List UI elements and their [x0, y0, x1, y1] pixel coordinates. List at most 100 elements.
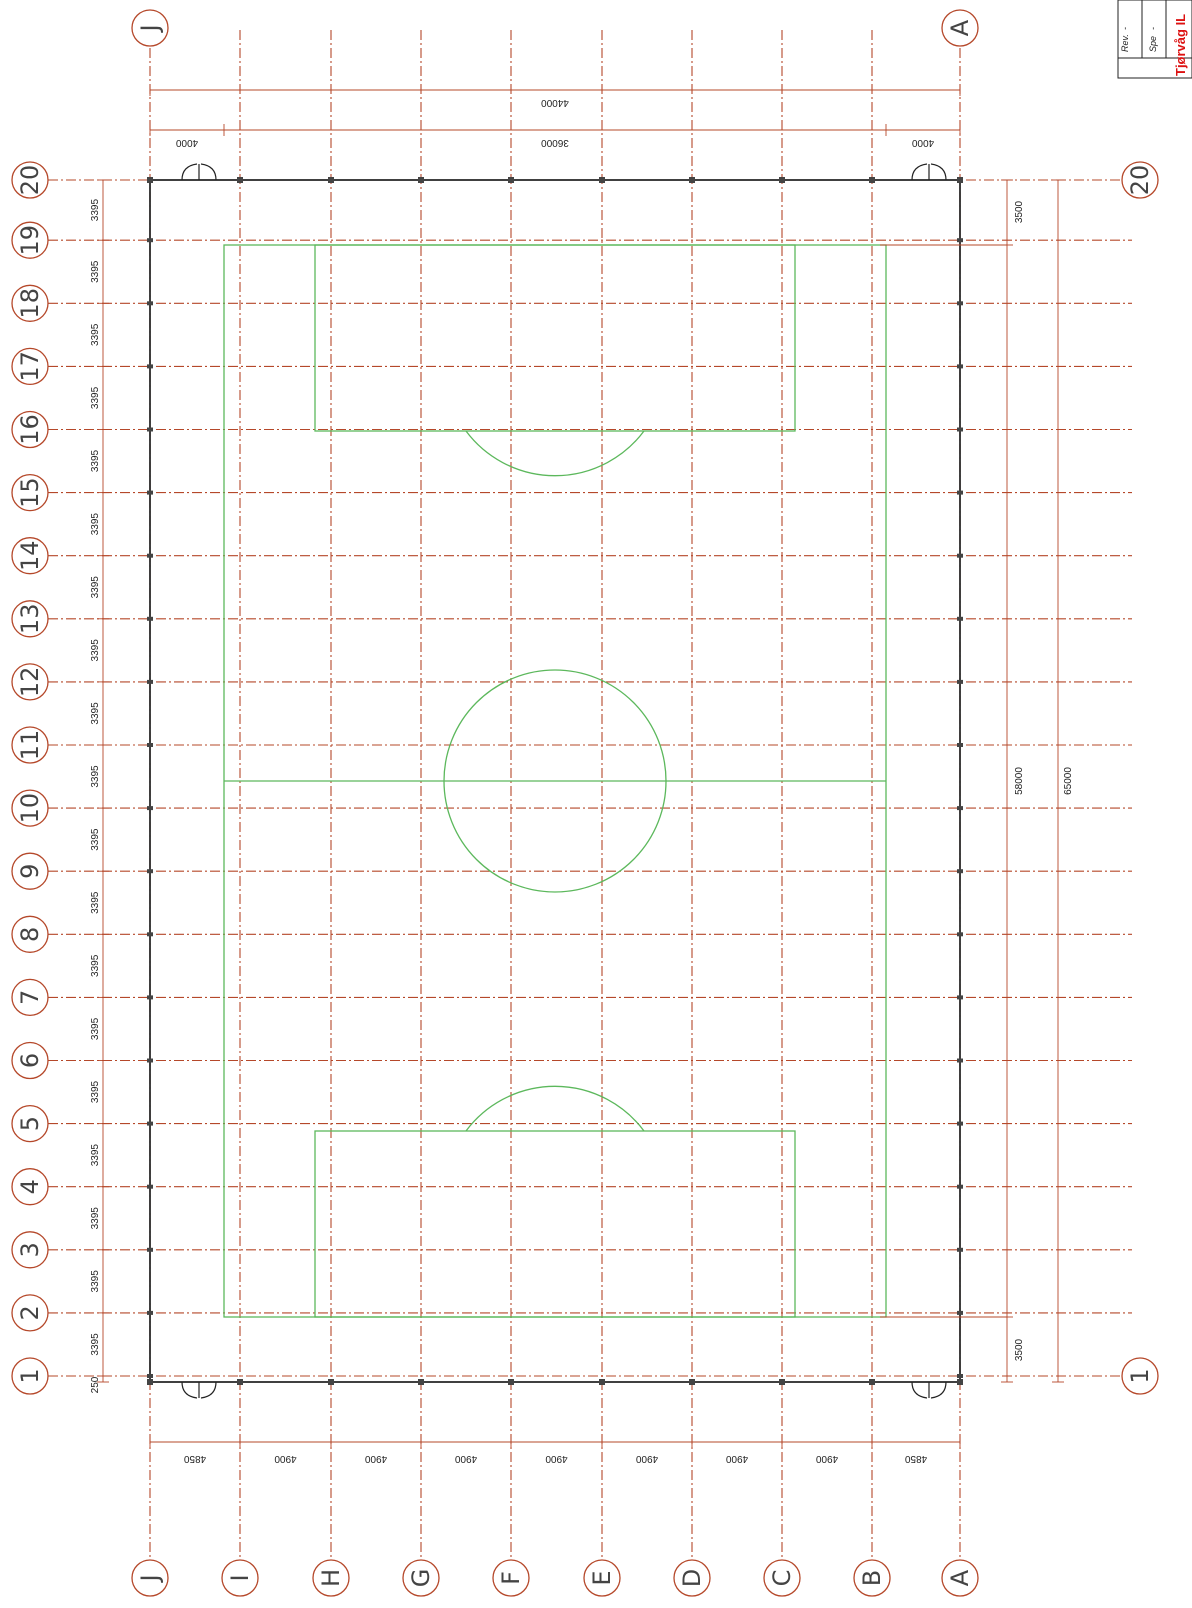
- column-marker: [957, 679, 963, 684]
- column-marker: [957, 238, 963, 243]
- column-marker: [957, 932, 963, 937]
- title-block-spec-value: -: [1148, 27, 1158, 30]
- dimension-end-offset-bottom: 3500: [1014, 1338, 1025, 1361]
- dimension-bay-length-label: 3395: [90, 199, 101, 222]
- grid-bubble-right-1: 1: [1121, 1357, 1159, 1395]
- column-marker: [957, 743, 963, 747]
- dimension-bay-length-label: 3395: [90, 702, 101, 725]
- grid-bubble-J: J: [131, 1559, 169, 1597]
- svg-text:11: 11: [16, 730, 44, 761]
- column-marker: [147, 178, 153, 182]
- column-marker: [147, 1121, 153, 1126]
- dimension-right-lengths: 3500 58000 3500 65000: [880, 179, 1074, 1383]
- grid-bubble-right-20: 20: [1121, 161, 1159, 199]
- column-marker: [957, 1247, 963, 1252]
- dimension-bay-width-label: 4850: [183, 1453, 206, 1464]
- svg-text:12: 12: [16, 667, 44, 698]
- grid-bubble-F: F: [492, 1559, 530, 1597]
- penalty-area-bottom: [314, 1130, 796, 1318]
- svg-text:6: 6: [16, 1053, 44, 1068]
- svg-text:14: 14: [16, 540, 44, 571]
- column-marker: [147, 301, 153, 306]
- svg-text:18: 18: [16, 288, 44, 319]
- svg-text:1: 1: [1126, 1368, 1154, 1383]
- building-outline: [149, 179, 961, 1383]
- column-marker: [147, 932, 153, 937]
- column-marker: [147, 553, 153, 558]
- column-marker: [147, 679, 153, 684]
- svg-text:J: J: [136, 24, 164, 33]
- grid-bubble-I: I: [221, 1559, 259, 1597]
- column-marker: [147, 743, 153, 747]
- column-marker: [508, 177, 514, 183]
- svg-text:B: B: [858, 1570, 886, 1586]
- grid-bubble-H: H: [312, 1559, 350, 1597]
- dimension-bay-width-label: 4900: [635, 1453, 658, 1464]
- svg-text:19: 19: [16, 225, 44, 256]
- column-marker: [957, 364, 963, 369]
- column-marker: [237, 1379, 243, 1385]
- dimension-bay-length-label: 3395: [90, 513, 101, 536]
- svg-text:J: J: [136, 1574, 164, 1583]
- door-top-left: [181, 163, 217, 181]
- dimension-bay-length-label: 3395: [90, 323, 101, 346]
- dimension-bay-length-label: 3395: [90, 449, 101, 472]
- column-marker: [957, 427, 963, 432]
- dimension-bay-width-label: 4900: [545, 1453, 568, 1464]
- column-marker: [957, 1121, 963, 1126]
- svg-text:D: D: [678, 1569, 706, 1587]
- grid-bubble-3: 3: [11, 1231, 49, 1269]
- column-marker: [779, 1379, 785, 1385]
- dimension-bay-length-label: 3395: [90, 1270, 101, 1293]
- dimension-inner-width: 4000 36000 4000: [149, 124, 961, 148]
- column-marker: [957, 616, 963, 621]
- column-marker: [147, 1058, 153, 1063]
- grid-bubble-D: D: [673, 1559, 711, 1597]
- dimension-bay-length-label: 3395: [90, 1333, 101, 1356]
- dimension-bay-length-label: 3395: [90, 639, 101, 662]
- dimension-bay-length-label: 3395: [90, 260, 101, 283]
- dimension-bay-width-label: 4850: [904, 1453, 927, 1464]
- grid-bubble-19: 19: [11, 221, 49, 259]
- column-marker: [147, 616, 153, 621]
- door-bottom-left: [181, 1381, 217, 1399]
- dimension-bay-length-label: 3395: [90, 1080, 101, 1103]
- grid-bubble-6: 6: [11, 1041, 49, 1080]
- dimension-end-offset-top: 3500: [1014, 200, 1025, 223]
- column-marker: [957, 1374, 963, 1378]
- column-marker: [869, 177, 875, 183]
- column-marker: [147, 806, 153, 811]
- column-marker: [957, 553, 963, 558]
- grid-bubble-16: 16: [11, 410, 49, 449]
- grid-bubble-C: C: [763, 1559, 801, 1597]
- grid-bubble-18: 18: [11, 284, 49, 322]
- dimension-side-offset-right: 4000: [911, 137, 934, 148]
- client-name: Tjørvåg IL: [1173, 14, 1188, 76]
- dimension-bay-length-label: 3395: [90, 1144, 101, 1167]
- grid-bubble-top-J: J: [131, 9, 169, 47]
- svg-text:10: 10: [16, 793, 44, 824]
- grid-bubble-8: 8: [11, 915, 49, 953]
- title-block-spec-label: Spe: [1148, 36, 1158, 52]
- penalty-arc-bottom: [465, 1085, 645, 1132]
- penalty-area-top: [314, 244, 796, 432]
- svg-text:20: 20: [1126, 165, 1154, 196]
- grid-bubble-17: 17: [11, 347, 49, 386]
- column-marker: [957, 490, 963, 495]
- column-marker: [147, 1374, 153, 1378]
- column-marker: [779, 177, 785, 183]
- svg-text:G: G: [407, 1569, 435, 1588]
- title-block-rev-label: Rev.: [1120, 34, 1130, 52]
- column-marker: [328, 177, 334, 183]
- column-marker: [957, 869, 963, 874]
- column-marker: [957, 301, 963, 306]
- column-marker: [147, 1379, 153, 1385]
- column-marker: [418, 177, 424, 183]
- svg-text:13: 13: [16, 604, 44, 635]
- column-marker: [147, 1247, 153, 1252]
- grid-bubble-G: G: [402, 1559, 440, 1597]
- column-marker: [957, 1184, 963, 1189]
- svg-text:C: C: [768, 1570, 796, 1587]
- column-marker: [147, 490, 153, 495]
